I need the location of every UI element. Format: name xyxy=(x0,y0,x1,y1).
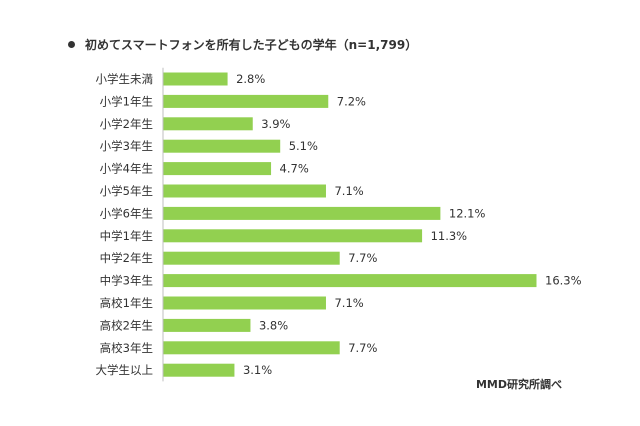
category-label: 小学3年生 xyxy=(100,139,153,153)
data-label: 16.3% xyxy=(545,274,582,288)
category-label: 小学2年生 xyxy=(100,117,153,131)
category-label: 大学生以上 xyxy=(96,363,154,377)
data-label: 5.1% xyxy=(289,139,318,153)
category-label: 小学4年生 xyxy=(100,162,153,176)
category-label: 小学6年生 xyxy=(100,206,153,220)
bar xyxy=(163,251,340,265)
bar xyxy=(163,274,537,288)
category-label: 中学2年生 xyxy=(100,251,153,265)
bullet-icon xyxy=(68,41,75,48)
chart-title-text: 初めてスマートフォンを所有した子どもの学年（n=1,799） xyxy=(85,38,418,52)
data-label: 3.1% xyxy=(243,363,272,377)
bar xyxy=(163,117,253,131)
data-label: 7.7% xyxy=(348,341,377,355)
bar xyxy=(163,162,272,176)
bar xyxy=(163,363,235,377)
category-labels: 小学生未満小学1年生小学2年生小学3年生小学4年生小学5年生小学6年生中学1年生… xyxy=(96,72,154,377)
data-label: 3.9% xyxy=(261,117,290,131)
data-label: 3.8% xyxy=(259,318,288,332)
chart-title: 初めてスマートフォンを所有した子どもの学年（n=1,799） xyxy=(68,36,417,53)
data-label: 11.3% xyxy=(431,229,468,243)
bar xyxy=(163,341,340,355)
category-label: 高校3年生 xyxy=(100,341,153,355)
bar xyxy=(163,296,326,310)
category-label: 高校2年生 xyxy=(100,318,153,332)
bars xyxy=(163,72,537,377)
data-label: 7.1% xyxy=(334,296,363,310)
category-label: 中学3年生 xyxy=(100,274,153,288)
data-label: 7.7% xyxy=(348,251,377,265)
category-label: 高校1年生 xyxy=(100,296,153,310)
data-label: 4.7% xyxy=(280,162,309,176)
category-label: 小学生未満 xyxy=(96,72,154,86)
bar xyxy=(163,184,326,198)
data-label: 12.1% xyxy=(449,206,486,220)
bar xyxy=(163,318,251,332)
bar xyxy=(163,72,228,86)
category-label: 中学1年生 xyxy=(100,229,153,243)
category-label: 小学5年生 xyxy=(100,184,153,198)
bar xyxy=(163,94,329,108)
data-label: 2.8% xyxy=(236,72,265,86)
source-note: MMD研究所調べ xyxy=(475,378,562,391)
bar xyxy=(163,229,423,243)
value-labels: 2.8% 7.2% 3.9% 5.1% 4.7% 7.1% 12.1% 11.3% 7.7% 16… xyxy=(236,72,582,377)
data-label: 7.1% xyxy=(334,184,363,198)
bar xyxy=(163,139,281,153)
category-label: 小学1年生 xyxy=(100,94,153,108)
data-label: 7.2% xyxy=(337,94,366,108)
bar xyxy=(163,206,441,220)
